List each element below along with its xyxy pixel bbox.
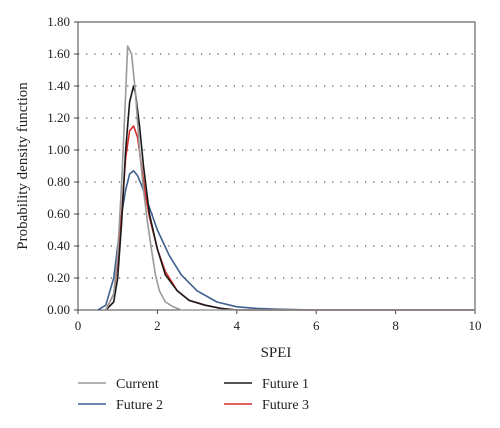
gridlines (78, 53, 475, 279)
series-lines (97, 45, 475, 311)
x-tick-label: 4 (234, 318, 241, 333)
y-tick-label: 1.00 (47, 142, 70, 157)
x-axis-title: SPEI (261, 345, 292, 361)
legend-item-current: Current (78, 377, 159, 392)
y-tick-label: 1.80 (47, 14, 70, 29)
legend-item-future-3: Future 3 (224, 398, 309, 413)
x-tick-label: 8 (392, 318, 399, 333)
series-line-future-1 (105, 85, 475, 311)
y-tick-label: 0.40 (47, 238, 70, 253)
x-tick-label: 0 (75, 318, 82, 333)
y-axis-ticks: 0.00 0.20 0.40 0.60 0.80 1.00 1.20 1.40 1.60 1.80 (47, 14, 78, 317)
legend-item-future-1: Future 1 (224, 377, 309, 392)
y-axis-title: Probability density function (15, 82, 31, 250)
series-line-future-3 (105, 125, 475, 311)
legend: Current Future 1 Future 2 Future 3 (78, 377, 309, 413)
legend-item-future-2: Future 2 (78, 398, 163, 413)
x-axis-ticks: 0 2 4 6 8 10 (75, 310, 482, 333)
y-tick-label: 0.20 (47, 270, 70, 285)
y-tick-label: 0.80 (47, 174, 70, 189)
plot-frame (77, 21, 476, 311)
y-tick-label: 0.60 (47, 206, 70, 221)
series-line-current (105, 45, 475, 311)
y-tick-label: 1.40 (47, 78, 70, 93)
legend-label-future-3: Future 3 (262, 398, 309, 413)
x-tick-label: 10 (469, 318, 482, 333)
y-tick-label: 0.00 (47, 302, 70, 317)
x-tick-label: 2 (154, 318, 161, 333)
x-tick-label: 6 (313, 318, 320, 333)
y-tick-label: 1.20 (47, 110, 70, 125)
legend-label-current: Current (116, 377, 159, 392)
legend-label-future-2: Future 2 (116, 398, 163, 413)
y-tick-label: 1.60 (47, 46, 70, 61)
legend-label-future-1: Future 1 (262, 377, 309, 392)
